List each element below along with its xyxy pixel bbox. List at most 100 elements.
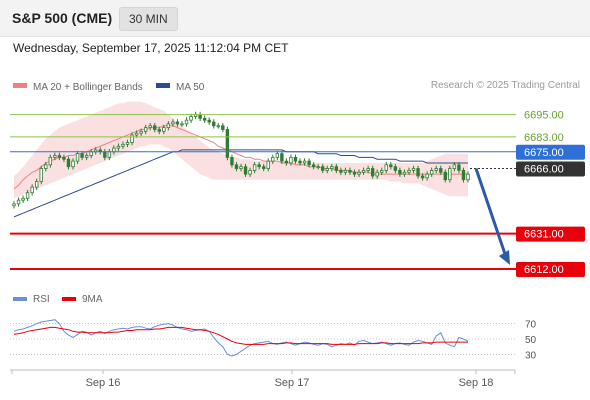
candle-body [461, 169, 466, 181]
candle-body [466, 173, 470, 181]
research-credit: Research © 2025 Trading Central [430, 80, 580, 91]
x-axis-ticks: Sep 16 Sep 17 Sep 18 [11, 370, 516, 389]
level-label: 6612.00 [524, 264, 564, 276]
candle-body [221, 125, 225, 130]
rsi-tick-label: 70 [525, 320, 537, 331]
level-label-bg [516, 144, 585, 160]
candle-body [198, 114, 202, 119]
candle-body [407, 169, 411, 173]
candle-body [325, 168, 329, 171]
candle-body [439, 168, 443, 173]
candle-body [321, 166, 325, 171]
candle-body [284, 160, 289, 164]
candle-body [271, 156, 275, 162]
candle-body [25, 192, 30, 199]
candle-body [339, 169, 343, 173]
ma50-legend-label: MA 50 [176, 82, 205, 93]
candle-body [39, 168, 43, 182]
forecast-arrow-line [474, 168, 508, 258]
candle-body [330, 166, 334, 169]
price-levels: 6695.00 6683.00 6675.00 6666.00 6631.00 6612.… [10, 110, 585, 277]
candle-body [89, 151, 93, 156]
candle-body [202, 117, 207, 121]
candle-body [157, 129, 161, 132]
candle-body [293, 156, 298, 162]
candle-body [53, 155, 57, 158]
candle-body [12, 203, 16, 207]
candle-body [289, 156, 293, 164]
candle-body [448, 168, 452, 181]
candle-body [189, 116, 193, 121]
candle-body [416, 168, 420, 177]
candle-body [380, 169, 384, 173]
candle-body [84, 155, 89, 158]
candle-body [311, 164, 316, 168]
candle-body [393, 166, 398, 171]
candle-body [457, 164, 461, 171]
candle-body [143, 127, 148, 132]
candle-body [357, 171, 361, 175]
candle-body [302, 160, 307, 164]
candle-body [207, 119, 211, 123]
candle-body [361, 169, 366, 173]
candle-body [71, 160, 75, 168]
candle-body [166, 123, 171, 129]
candle-body [443, 171, 447, 181]
candle-body [130, 134, 134, 143]
candle-body [175, 121, 180, 125]
candle-body [343, 169, 348, 173]
rsi-legend-swatch [13, 297, 27, 301]
timeframe-button[interactable]: 30 MIN [119, 7, 178, 31]
candle-body [411, 168, 416, 171]
candle-body [261, 166, 266, 169]
candle-body [162, 127, 166, 132]
candle-body [316, 166, 320, 169]
header-bar: S&P 500 (CME) 30 MIN [0, 0, 590, 37]
level-label-bg [516, 226, 585, 242]
candle-body [370, 168, 375, 177]
candle-body [139, 130, 143, 134]
candle-body [121, 143, 125, 147]
ma50-legend-swatch [156, 83, 170, 88]
ma20-legend-swatch [13, 83, 27, 88]
candle-body [230, 156, 234, 166]
candle-body [352, 171, 357, 175]
candle-body [402, 171, 407, 175]
candle-body [148, 125, 152, 129]
candle-body [35, 181, 39, 188]
forecast-arrow-head [499, 249, 510, 265]
candle-body [248, 169, 252, 175]
level-label-bg [516, 161, 585, 177]
rsi-ma-legend-swatch [62, 297, 76, 301]
candle-body [429, 169, 434, 175]
candle-body [239, 166, 243, 169]
rsi-ma-line [13, 326, 468, 345]
candle-body [234, 164, 239, 169]
candle-body [62, 156, 66, 160]
candle-body [225, 129, 230, 158]
candle-body [66, 158, 71, 168]
candle-body [125, 142, 130, 145]
candle-body [57, 155, 62, 158]
candle-body [103, 151, 107, 158]
candle-body [375, 171, 379, 177]
candle-body [366, 168, 370, 171]
ma20-legend-label: MA 20 + Bollinger Bands [33, 82, 143, 93]
candle-body [80, 153, 84, 158]
candle-body [280, 153, 284, 162]
level-label: 6683.00 [524, 132, 564, 144]
candle-body [348, 169, 352, 173]
candle-body [116, 145, 121, 149]
x-tick-label: Sep 17 [275, 377, 310, 389]
timestamp: Wednesday, September 17, 2025 11:12:04 P… [13, 41, 289, 55]
candle-body [75, 153, 80, 162]
candle-body [243, 166, 248, 175]
candle-body [252, 164, 257, 171]
candle-body [48, 156, 53, 166]
level-label: 6666.00 [524, 164, 564, 176]
candle-body [212, 121, 216, 127]
candle-body [21, 197, 25, 201]
candle-body [334, 166, 339, 171]
ma20-line [13, 125, 468, 190]
